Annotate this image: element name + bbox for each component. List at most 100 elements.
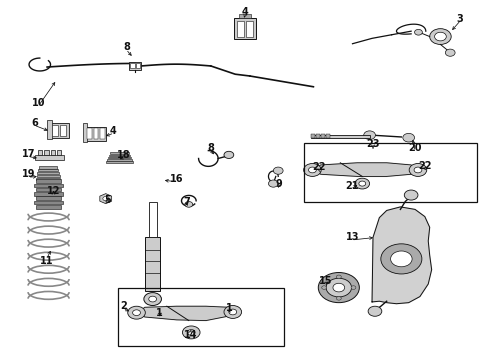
Bar (50, 150, 55, 154)
Text: 3: 3 (457, 14, 464, 24)
Bar (130, 63, 135, 68)
Circle shape (336, 297, 341, 300)
Circle shape (391, 251, 412, 267)
Text: 15: 15 (319, 276, 332, 286)
Bar (34, 192, 63, 196)
Circle shape (364, 131, 375, 139)
Bar (94, 129, 98, 139)
Circle shape (333, 283, 344, 292)
Circle shape (322, 286, 327, 289)
Bar (234, 18, 256, 40)
Text: 4: 4 (110, 126, 117, 135)
Circle shape (403, 134, 415, 142)
Text: 19: 19 (22, 169, 36, 179)
Text: 8: 8 (123, 42, 130, 52)
Bar (87, 129, 92, 139)
Bar (36, 205, 61, 209)
Circle shape (149, 296, 157, 302)
Bar (34, 184, 63, 187)
Bar (36, 188, 61, 192)
Bar (237, 21, 244, 37)
Bar (86, 127, 106, 140)
Text: 2: 2 (121, 301, 127, 311)
Circle shape (404, 190, 418, 200)
Polygon shape (372, 207, 432, 304)
Bar (37, 175, 60, 177)
Bar (34, 201, 63, 204)
Bar (37, 172, 59, 174)
Bar (52, 125, 58, 136)
Circle shape (304, 163, 321, 176)
Circle shape (368, 306, 382, 316)
Bar (107, 159, 132, 161)
Circle shape (415, 30, 422, 35)
Text: 8: 8 (207, 143, 214, 153)
Circle shape (224, 151, 234, 158)
Circle shape (269, 180, 278, 187)
Circle shape (144, 293, 161, 306)
Bar (304, 143, 477, 202)
Circle shape (224, 306, 242, 319)
Text: 20: 20 (408, 143, 422, 153)
Circle shape (445, 49, 455, 56)
Circle shape (336, 275, 341, 279)
Bar (47, 120, 51, 139)
Circle shape (229, 309, 237, 315)
Bar (60, 125, 66, 136)
Bar (35, 154, 64, 160)
Text: 12: 12 (47, 186, 60, 196)
Text: 11: 11 (40, 256, 54, 266)
Text: 6: 6 (31, 118, 38, 128)
Circle shape (414, 167, 422, 173)
Bar (118, 288, 284, 346)
Circle shape (103, 197, 109, 201)
Polygon shape (138, 306, 235, 320)
Bar (145, 237, 160, 291)
Text: 14: 14 (184, 330, 197, 340)
Bar (109, 154, 130, 156)
Circle shape (435, 32, 446, 41)
Circle shape (326, 278, 351, 297)
Text: 7: 7 (183, 197, 190, 207)
Bar (36, 197, 61, 200)
Circle shape (185, 202, 193, 207)
Bar (136, 63, 141, 68)
Bar (50, 123, 69, 138)
Text: 21: 21 (345, 181, 358, 192)
Circle shape (133, 310, 141, 316)
Text: 1: 1 (156, 308, 163, 318)
Bar (36, 178, 60, 180)
Circle shape (273, 167, 283, 174)
Bar (39, 166, 57, 168)
Text: 22: 22 (313, 162, 326, 172)
Bar (326, 134, 330, 138)
Bar (311, 135, 369, 138)
Circle shape (409, 163, 427, 176)
Bar (38, 169, 58, 171)
Bar (108, 157, 131, 158)
Text: 5: 5 (104, 195, 111, 205)
Text: 23: 23 (366, 139, 380, 149)
Circle shape (351, 286, 356, 289)
Bar (246, 21, 253, 37)
Bar (129, 62, 142, 69)
Bar (239, 14, 251, 18)
Bar (110, 152, 129, 154)
Bar (149, 202, 157, 237)
Bar (57, 150, 61, 154)
Text: 17: 17 (22, 149, 36, 159)
Circle shape (187, 329, 195, 335)
Circle shape (359, 181, 366, 186)
Text: 22: 22 (418, 161, 432, 171)
Bar (311, 134, 315, 138)
Circle shape (128, 306, 146, 319)
Polygon shape (314, 163, 417, 176)
Text: 4: 4 (242, 7, 248, 17)
Bar (36, 179, 61, 183)
Bar (83, 123, 87, 142)
Bar (100, 129, 105, 139)
Text: 1: 1 (226, 303, 233, 314)
Bar (106, 161, 133, 163)
Bar (316, 134, 320, 138)
Text: 16: 16 (170, 174, 183, 184)
